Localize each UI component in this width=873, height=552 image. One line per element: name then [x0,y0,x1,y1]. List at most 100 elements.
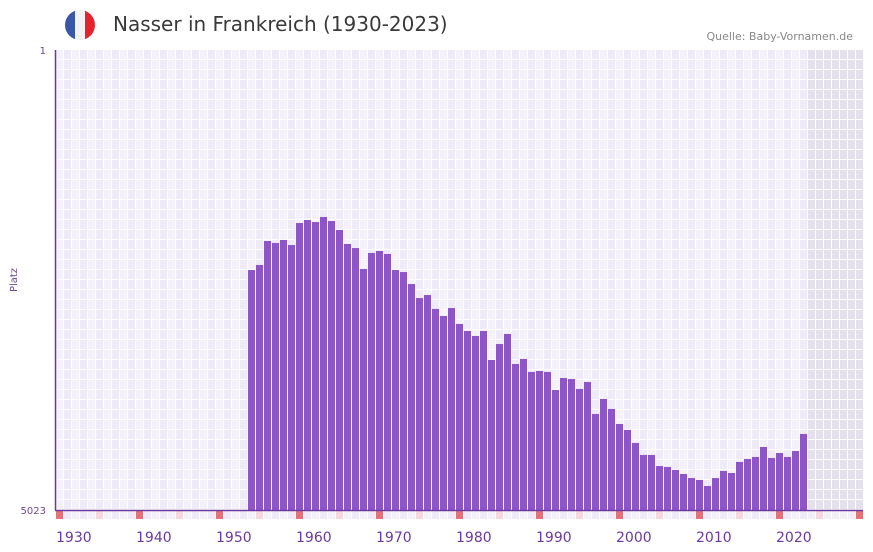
grid-cell [592,180,599,189]
grid-cell [112,430,119,439]
grid-cell [832,430,839,439]
grid-cell [600,230,607,239]
grid-cell [184,250,191,259]
grid-cell [776,300,783,309]
grid-cell [216,310,223,319]
grid-cell [736,150,743,159]
grid-cell [632,140,639,149]
year-marker [648,511,655,519]
grid-cell [800,330,807,339]
grid-cell [144,470,151,479]
grid-cell [112,90,119,99]
grid-cell [712,420,719,429]
grid-cell [440,180,447,189]
grid-cell [704,440,711,449]
grid-cell [240,150,247,159]
grid-cell [96,170,103,179]
bar-1960 [296,223,303,511]
grid-cell [640,270,647,279]
grid-cell [504,120,511,129]
grid-cell [104,280,111,289]
grid-cell [544,210,551,219]
grid-cell [248,240,255,249]
grid-cell [392,150,399,159]
grid-cell [656,380,663,389]
grid-cell [424,70,431,79]
grid-cell [776,150,783,159]
grid-cell [104,420,111,429]
bar-1975 [416,298,423,510]
grid-cell [320,110,327,119]
grid-cell [200,90,207,99]
grid-cell [384,50,391,59]
bar-1957 [272,242,279,511]
grid-cell [192,260,199,269]
grid-cell [496,310,503,319]
grid-cell [184,330,191,339]
grid-cell [808,150,815,159]
grid-cell [760,230,767,239]
grid-cell [104,60,111,69]
grid-cell [808,500,815,509]
grid-cell [56,300,63,309]
year-marker [840,511,847,519]
grid-cell [192,310,199,319]
grid-cell [128,180,135,189]
grid-cell [72,440,79,449]
grid-cell [504,290,511,299]
grid-cell [256,230,263,239]
grid-cell [848,380,855,389]
grid-cell [472,50,479,59]
grid-cell [536,140,543,149]
grid-cell [112,150,119,159]
grid-cell [192,160,199,169]
grid-cell [600,180,607,189]
grid-cell [448,130,455,139]
grid-cell [856,300,863,309]
grid-cell [352,240,359,249]
grid-cell [176,90,183,99]
grid-cell [600,50,607,59]
grid-cell [224,440,231,449]
grid-cell [840,260,847,269]
grid-cell [256,120,263,129]
grid-cell [720,380,727,389]
grid-cell [528,90,535,99]
grid-cell [56,320,63,329]
grid-cell [112,260,119,269]
bar-2000 [616,423,623,510]
grid-cell [720,160,727,169]
grid-cell [232,360,239,369]
grid-cell [560,300,567,309]
grid-cell [152,270,159,279]
grid-cell [712,50,719,59]
grid-cell [312,140,319,149]
grid-cell [632,330,639,339]
grid-cell [416,240,423,249]
grid-cell [560,230,567,239]
grid-cell [160,200,167,209]
grid-cell [744,170,751,179]
grid-cell [400,120,407,129]
bar-1994 [568,379,575,510]
grid-cell [824,340,831,349]
grid-cell [608,170,615,179]
grid-cell [784,70,791,79]
grid-cell [248,150,255,159]
grid-cell [728,320,735,329]
grid-cell [816,410,823,419]
grid-cell [408,100,415,109]
grid-cell [224,350,231,359]
grid-cell [504,260,511,269]
grid-cell [808,260,815,269]
grid-cell [784,220,791,229]
grid-cell [248,120,255,129]
grid-cell [640,120,647,129]
grid-cell [824,390,831,399]
source-link[interactable]: Quelle: Baby-Vornamen.de [706,30,853,43]
grid-cell [704,240,711,249]
grid-cell [520,280,527,289]
grid-cell [72,200,79,209]
grid-cell [744,340,751,349]
grid-cell [216,80,223,89]
